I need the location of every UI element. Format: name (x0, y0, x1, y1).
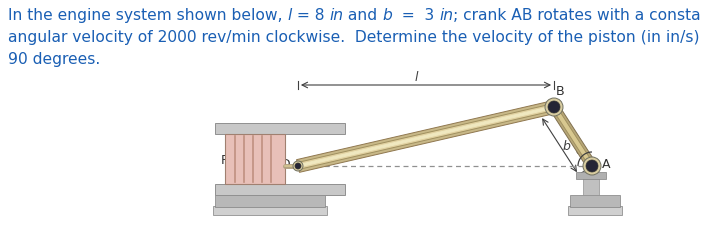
Text: D: D (280, 158, 290, 171)
Text: 90 degrees.: 90 degrees. (8, 52, 100, 67)
Text: ; crank AB rotates with a constant: ; crank AB rotates with a constant (454, 8, 701, 23)
Text: and: and (343, 8, 382, 23)
Text: b: b (562, 139, 571, 152)
Bar (225, 134, 285, 184)
Bar (215, 123, 345, 134)
Text: l: l (287, 8, 292, 23)
Bar (568, 206, 622, 215)
Bar (215, 184, 345, 195)
Bar (583, 177, 599, 195)
Circle shape (583, 157, 601, 175)
Polygon shape (297, 104, 554, 170)
Text: P: P (221, 153, 229, 166)
Text: θ: θ (576, 143, 583, 156)
Text: = 8: = 8 (292, 8, 329, 23)
Polygon shape (298, 106, 554, 167)
Circle shape (295, 163, 301, 169)
Bar (213, 206, 327, 215)
Text: A: A (602, 158, 611, 171)
Bar (576, 172, 606, 179)
Circle shape (545, 98, 563, 117)
Bar (570, 195, 620, 207)
Circle shape (293, 161, 303, 171)
Text: b: b (382, 8, 392, 23)
Polygon shape (297, 101, 555, 173)
Bar (215, 195, 325, 207)
Text: in: in (439, 8, 454, 23)
Text: l: l (414, 71, 418, 84)
Circle shape (586, 160, 598, 172)
Polygon shape (552, 106, 594, 168)
Text: =  3: = 3 (392, 8, 439, 23)
Text: angular velocity of 2000 rev/min clockwise.  Determine the velocity of the pisto: angular velocity of 2000 rev/min clockwi… (8, 30, 701, 45)
Text: In the engine system shown below,: In the engine system shown below, (8, 8, 287, 23)
Text: B: B (556, 85, 564, 98)
Polygon shape (550, 105, 597, 169)
Text: in: in (329, 8, 343, 23)
Circle shape (548, 101, 560, 114)
